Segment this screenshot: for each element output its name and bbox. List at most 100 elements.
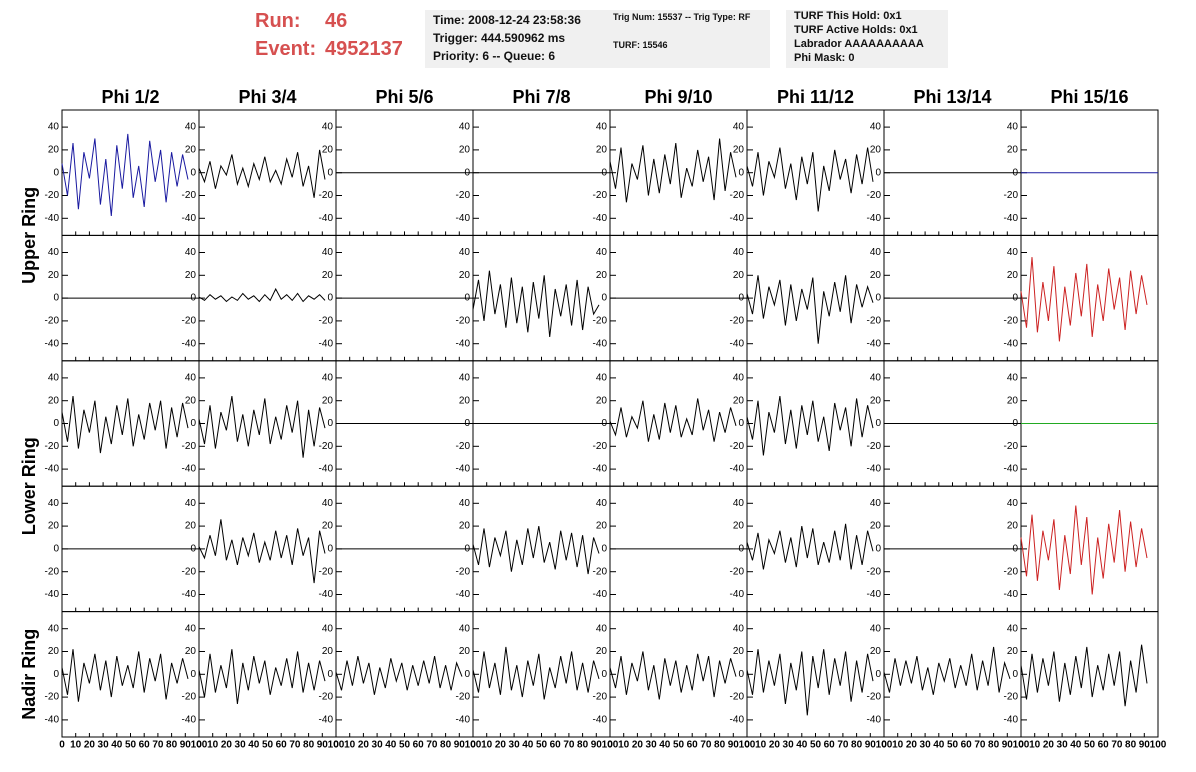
y-tick-label: 0 (738, 669, 744, 680)
x-tick-label: 30 (920, 740, 932, 751)
y-tick-label: -40 (456, 338, 471, 349)
y-tick-label: -20 (319, 692, 334, 703)
x-tick-label: 40 (933, 740, 945, 751)
y-tick-label: -40 (730, 715, 745, 726)
waveform (609, 398, 737, 442)
x-tick-label: 100 (328, 740, 345, 751)
y-tick-label: -40 (593, 464, 608, 475)
y-tick-label: 0 (190, 167, 196, 178)
y-tick-label: 40 (870, 498, 882, 509)
x-tick-label: 60 (413, 740, 425, 751)
x-tick-label: 40 (659, 740, 671, 751)
y-tick-label: 40 (733, 373, 745, 384)
y-tick-label: 20 (48, 646, 60, 657)
event-label: Event: (255, 38, 317, 60)
y-tick-label: 20 (185, 646, 197, 657)
y-tick-label: 0 (601, 669, 607, 680)
y-tick-label: 0 (53, 167, 59, 178)
run-label: Run: (255, 10, 301, 32)
y-tick-label: -20 (1004, 190, 1019, 201)
column-title: Phi 5/6 (375, 87, 433, 107)
y-tick-label: 40 (1007, 122, 1019, 133)
y-tick-label: 0 (738, 167, 744, 178)
waveform (472, 526, 600, 575)
x-tick-label: 30 (509, 740, 521, 751)
y-tick-label: 0 (601, 167, 607, 178)
y-tick-label: -20 (1004, 692, 1019, 703)
y-tick-label: -40 (867, 213, 882, 224)
y-tick-label: 0 (190, 418, 196, 429)
y-tick-label: 40 (459, 498, 471, 509)
y-tick-label: 40 (48, 247, 60, 258)
y-tick-label: -40 (730, 213, 745, 224)
y-tick-label: 20 (870, 395, 882, 406)
x-tick-label: 50 (536, 740, 548, 751)
waveform (61, 396, 189, 454)
row-label: Nadir Ring (19, 629, 39, 720)
y-tick-label: -20 (730, 692, 745, 703)
y-tick-label: 20 (1007, 395, 1019, 406)
y-tick-label: -40 (319, 715, 334, 726)
waveform (472, 270, 600, 337)
y-tick-label: 20 (596, 270, 608, 281)
y-tick-label: -20 (45, 316, 60, 327)
waveform (1020, 505, 1148, 595)
y-tick-label: -20 (867, 316, 882, 327)
y-tick-label: -20 (45, 190, 60, 201)
y-tick-label: 40 (870, 122, 882, 133)
column-title: Phi 3/4 (238, 87, 296, 107)
y-tick-label: -40 (182, 338, 197, 349)
y-tick-label: 40 (870, 373, 882, 384)
x-tick-label: 10 (70, 740, 82, 751)
x-tick-label: 80 (577, 740, 589, 751)
x-tick-label: 50 (262, 740, 274, 751)
y-tick-label: -20 (593, 566, 608, 577)
x-tick-label: 10 (755, 740, 767, 751)
y-tick-label: 20 (48, 145, 60, 156)
panel-frame (746, 234, 885, 362)
phi-mask: Phi Mask: 0 (794, 52, 855, 64)
y-tick-label: 40 (459, 623, 471, 634)
y-tick-label: -20 (456, 692, 471, 703)
x-tick-label: 10 (892, 740, 904, 751)
x-tick-label: 30 (783, 740, 795, 751)
y-tick-label: -40 (730, 464, 745, 475)
waveform (198, 396, 326, 458)
y-tick-label: -40 (45, 338, 60, 349)
y-tick-label: 0 (53, 418, 59, 429)
x-tick-label: 80 (1125, 740, 1137, 751)
panel-frame (198, 485, 337, 613)
y-tick-label: 0 (1012, 167, 1018, 178)
x-tick-label: 20 (221, 740, 233, 751)
waveform (609, 651, 737, 700)
x-tick-label: 0 (470, 740, 476, 751)
y-tick-label: 20 (1007, 270, 1019, 281)
y-tick-label: -40 (593, 715, 608, 726)
y-tick-label: -20 (593, 316, 608, 327)
x-tick-label: 70 (426, 740, 438, 751)
time-box: Time: 2008-12-24 23:58:36 Trigger: 444.5… (425, 10, 610, 68)
y-tick-label: 0 (1012, 418, 1018, 429)
y-tick-label: 40 (596, 122, 608, 133)
event-number: 4952137 (325, 38, 403, 60)
y-tick-label: 40 (48, 122, 60, 133)
x-tick-label: 90 (865, 740, 877, 751)
x-tick-label: 90 (180, 740, 192, 751)
y-tick-label: -40 (456, 715, 471, 726)
y-tick-label: 40 (596, 247, 608, 258)
y-tick-label: 40 (185, 623, 197, 634)
y-tick-label: 0 (327, 544, 333, 555)
x-tick-label: 70 (700, 740, 712, 751)
y-tick-label: 0 (875, 544, 881, 555)
y-tick-label: 0 (464, 167, 470, 178)
y-tick-label: 0 (738, 544, 744, 555)
y-tick-label: -40 (1004, 338, 1019, 349)
waveform (883, 646, 1011, 695)
y-tick-label: 40 (1007, 247, 1019, 258)
y-tick-label: 0 (1012, 293, 1018, 304)
y-tick-label: -20 (867, 441, 882, 452)
x-tick-label: 80 (714, 740, 726, 751)
y-tick-label: -20 (867, 566, 882, 577)
y-tick-label: 40 (322, 623, 334, 634)
x-tick-label: 40 (796, 740, 808, 751)
